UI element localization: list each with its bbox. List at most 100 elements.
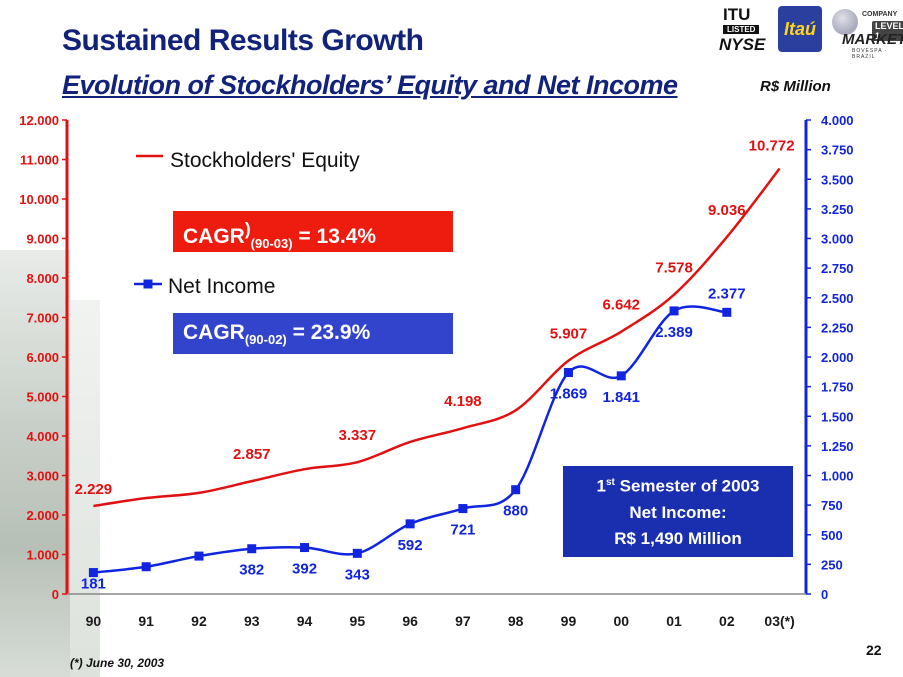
semester-box: 1st Semester of 2003 Net Income: R$ 1,49… — [563, 466, 793, 557]
stockholders-equity-data-label: 5.907 — [550, 326, 588, 343]
level-logo-text: LEVEL 1 — [872, 21, 903, 41]
y-left-tick-label: 3.000 — [26, 469, 59, 484]
y-left-tick-label: 0 — [52, 587, 59, 602]
y-right-tick-label: 2.250 — [821, 320, 854, 335]
net-income-data-label: 1.841 — [602, 389, 640, 406]
level1-market-logo: COMPANY LEVEL 1 MARKET BOVESPA · BRAZIL — [830, 5, 903, 60]
background-photo-fade — [70, 300, 100, 677]
y-right-tick-label: 750 — [821, 498, 843, 513]
globe-icon — [832, 9, 858, 35]
stockholders-equity-data-label: 10.772 — [749, 138, 795, 155]
net-income-point — [141, 562, 151, 572]
x-tick-label: 95 — [350, 613, 366, 629]
y-right-tick-label: 3.250 — [821, 202, 854, 217]
x-tick-label: 94 — [297, 613, 313, 629]
net-income-point — [194, 551, 204, 561]
y-right-tick-label: 2.750 — [821, 261, 854, 276]
x-tick-label: 96 — [402, 613, 418, 629]
cagr-income-value: = 23.9% — [286, 321, 371, 344]
net-income-point — [405, 519, 415, 529]
x-tick-label: 98 — [508, 613, 524, 629]
background-photo — [0, 250, 70, 677]
y-right-tick-label: 3.000 — [821, 232, 854, 247]
y-right-tick-label: 1.250 — [821, 439, 854, 454]
stockholders-equity-data-label: 7.578 — [655, 260, 693, 277]
stockholders-equity-data-label: 2.857 — [233, 446, 271, 463]
y-right-tick-label: 1.750 — [821, 380, 854, 395]
net-income-point — [616, 371, 626, 381]
semester-line1-sup: st — [605, 477, 615, 488]
itu-logo-text: ITU — [723, 5, 751, 24]
semester-line1-pre: 1 — [596, 476, 606, 496]
y-left-tick-label: 10.000 — [19, 192, 59, 207]
cagr-income-prefix: CAGR — [183, 321, 245, 344]
cagr-equity-value: = 13.4% — [292, 225, 377, 248]
y-right-tick-label: 500 — [821, 528, 843, 543]
itau-logo: Itaú — [778, 6, 822, 52]
net-income-point — [563, 368, 573, 378]
net-income-point — [722, 307, 732, 317]
stockholders-equity-data-label: 2.229 — [75, 481, 113, 498]
cagr-equity-sup: ) — [244, 219, 251, 239]
stockholders-equity-data-label: 6.642 — [602, 297, 640, 314]
legend-equity-label: Stockholders' Equity — [170, 149, 360, 172]
y-left-tick-label: 2.000 — [26, 508, 59, 523]
x-tick-label: 01 — [666, 613, 682, 629]
net-income-data-label: 721 — [450, 522, 475, 539]
x-tick-label: 02 — [719, 613, 735, 629]
cagr-income-box: CAGR(90-02) = 23.9% — [173, 313, 453, 354]
x-tick-label: 91 — [138, 613, 154, 629]
unit-label: R$ Million — [760, 78, 831, 95]
y-right-tick-label: 1.500 — [821, 409, 854, 424]
nyse-logo-text: NYSE — [719, 35, 766, 54]
stockholders-equity-data-label: 3.337 — [339, 427, 377, 444]
x-tick-label: 93 — [244, 613, 260, 629]
y-left-tick-label: 12.000 — [19, 113, 59, 128]
y-left-tick-label: 1.000 — [26, 548, 59, 563]
stockholders-equity-data-label: 9.036 — [708, 202, 746, 219]
x-tick-label: 90 — [86, 613, 102, 629]
page-subtitle: Evolution of Stockholders’ Equity and Ne… — [62, 70, 678, 100]
net-income-point — [247, 544, 257, 554]
cagr-income-period: (90-02) — [244, 332, 287, 348]
footnote: (*) June 30, 2003 — [70, 656, 165, 670]
net-income-point — [669, 306, 679, 316]
y-left-tick-label: 9.000 — [26, 232, 59, 247]
y-right-tick-label: 3.750 — [821, 143, 854, 158]
y-left-tick-label: 8.000 — [26, 271, 59, 286]
x-tick-label: 99 — [561, 613, 577, 629]
listed-logo-text: LISTED — [723, 25, 760, 34]
y-right-tick-label: 2.000 — [821, 350, 854, 365]
y-right-tick-label: 3.500 — [821, 172, 854, 187]
market-logo-text: MARKET — [842, 31, 903, 48]
legend-income-marker — [143, 279, 153, 289]
itu-nyse-logo: ITU LISTED NYSE — [715, 5, 773, 54]
y-right-tick-label: 1.000 — [821, 469, 854, 484]
y-left-tick-label: 4.000 — [26, 429, 59, 444]
net-income-data-label: 592 — [398, 537, 423, 554]
stockholders-equity-line — [93, 167, 781, 508]
net-income-point — [88, 568, 98, 578]
cagr-equity-prefix: CAGR — [183, 225, 245, 248]
stockholders-equity-data-label: 4.198 — [444, 393, 482, 410]
net-income-data-label: 1.869 — [550, 386, 588, 403]
semester-line2: Net Income: — [629, 502, 727, 522]
semester-line1-post: Semester of 2003 — [614, 476, 760, 496]
net-income-data-label: 181 — [81, 576, 106, 593]
net-income-data-label: 392 — [292, 561, 317, 578]
net-income-data-label: 2.389 — [655, 324, 693, 341]
x-tick-label: 00 — [613, 613, 629, 629]
net-income-data-label: 343 — [345, 566, 370, 583]
y-right-tick-label: 4.000 — [821, 113, 854, 128]
net-income-point — [458, 504, 468, 514]
y-left-tick-label: 5.000 — [26, 390, 59, 405]
page-number: 22 — [866, 642, 882, 658]
net-income-data-label: 880 — [503, 503, 528, 520]
page-title: Sustained Results Growth — [62, 24, 424, 57]
x-tick-label: 97 — [455, 613, 471, 629]
legend-income-label: Net Income — [168, 275, 275, 298]
net-income-point — [511, 485, 521, 495]
semester-line3: R$ 1,490 Million — [614, 528, 742, 548]
cagr-equity-period: (90-03) — [250, 236, 293, 252]
company-logo-text: COMPANY — [862, 11, 898, 18]
